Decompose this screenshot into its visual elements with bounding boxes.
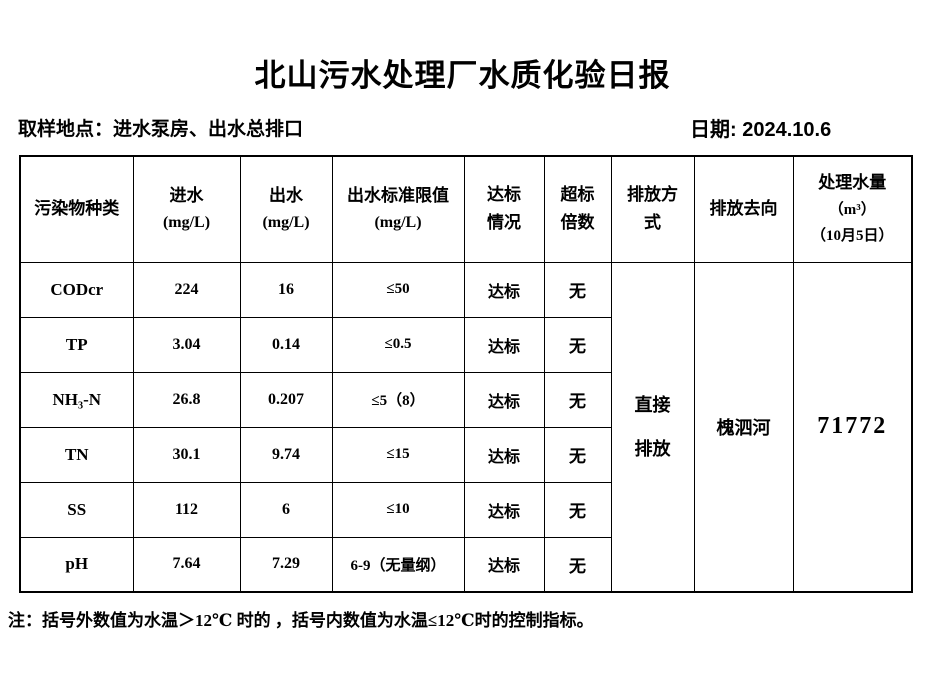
limit-cell: ≤15 xyxy=(331,426,465,483)
page-title: 北山污水处理厂水质化验日报 xyxy=(254,58,671,93)
effluent-cell: 6 xyxy=(239,481,333,538)
status-cell: 达标 xyxy=(463,371,545,428)
table-row: CODcr 224 16 ≤50 达标 无 直接 排放 槐泗河 71772 xyxy=(19,261,913,593)
pollutant-cell: pH xyxy=(19,536,134,593)
treated-volume-cell: 71772 xyxy=(792,261,913,593)
table-row: pH 7.64 7.29 6-9（无量纲） 达标 无 xyxy=(19,536,912,593)
table-row: TP 3.04 0.14 ≤0.5 达标 无 xyxy=(19,316,912,373)
effluent-cell: 9.74 xyxy=(239,426,333,483)
pollutant-cell: CODcr xyxy=(19,261,134,318)
exceed-cell: 无 xyxy=(543,426,612,483)
header-limit: 出水标准限值 (mg/L) xyxy=(331,155,465,263)
influent-cell: 26.8 xyxy=(132,371,241,428)
table-row: SS 112 6 ≤10 达标 无 xyxy=(19,481,912,538)
effluent-cell: 7.29 xyxy=(239,536,333,593)
exceed-cell: 无 xyxy=(543,371,612,428)
exceed-cell: 无 xyxy=(543,481,612,538)
header-effluent: 出水 (mg/L) xyxy=(239,155,333,263)
limit-cell: ≤10 xyxy=(331,481,465,538)
status-cell: 达标 xyxy=(463,261,545,318)
limit-cell: ≤50 xyxy=(331,261,465,318)
influent-cell: 224 xyxy=(132,261,241,318)
exceed-cell: 无 xyxy=(543,536,612,593)
exceed-cell: 无 xyxy=(543,261,612,318)
pollutant-cell: SS xyxy=(19,481,134,538)
header-row: 污染物种类 进水 (mg/L) 出水 (mg/L) 出水标准限值 (mg/L) … xyxy=(19,155,913,263)
effluent-cell: 0.207 xyxy=(239,371,333,428)
limit-cell: ≤0.5 xyxy=(331,316,465,373)
footnote: 注：括号外数值为水温＞12℃ 时的 ，括号内数值为水温≤12℃时的控制指标。 xyxy=(8,611,594,630)
discharge-destination-cell: 槐泗河 xyxy=(693,261,794,593)
effluent-cell: 0.14 xyxy=(239,316,333,373)
header-influent: 进水 (mg/L) xyxy=(132,155,241,263)
table-row: TN 30.1 9.74 ≤15 达标 无 xyxy=(19,426,912,483)
exceed-cell: 无 xyxy=(543,316,612,373)
pollutant-cell: TP xyxy=(19,316,134,373)
influent-cell: 30.1 xyxy=(132,426,241,483)
header-status: 达标 情况 xyxy=(463,155,545,263)
table-row: NH₃-N 26.8 0.207 ≤5（8） 达标 无 xyxy=(19,371,912,428)
status-cell: 达标 xyxy=(463,426,545,483)
header-discharge-destination: 排放去向 xyxy=(693,155,794,263)
pollutant-cell: TN xyxy=(19,426,134,483)
header-exceed: 超标 倍数 xyxy=(543,155,612,263)
header-treated-volume: 处理水量 （m³） （10月5日） xyxy=(792,155,913,263)
date-label: 日期: 2024.10.6 xyxy=(690,119,832,141)
pollutant-cell: NH₃-N xyxy=(19,371,134,428)
status-cell: 达标 xyxy=(463,536,545,593)
influent-cell: 3.04 xyxy=(132,316,241,373)
status-cell: 达标 xyxy=(463,316,545,373)
water-quality-table: 污染物种类 进水 (mg/L) 出水 (mg/L) 出水标准限值 (mg/L) … xyxy=(19,155,913,593)
effluent-cell: 16 xyxy=(239,261,333,318)
header-discharge-method: 排放方 式 xyxy=(610,155,695,263)
sampling-point-label: 取样地点：进水泵房、出水总排口 xyxy=(18,119,304,140)
influent-cell: 112 xyxy=(132,481,241,538)
discharge-method-cell: 直接 排放 xyxy=(610,261,695,593)
status-cell: 达标 xyxy=(463,481,545,538)
header-pollutant: 污染物种类 xyxy=(19,155,134,263)
influent-cell: 7.64 xyxy=(132,536,241,593)
limit-cell: ≤5（8） xyxy=(331,371,465,428)
limit-cell: 6-9（无量纲） xyxy=(331,536,465,593)
